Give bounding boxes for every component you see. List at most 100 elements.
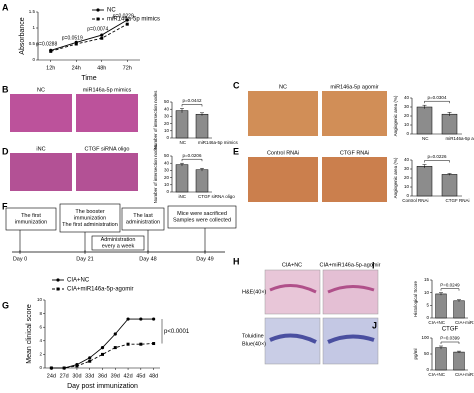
point bbox=[125, 18, 129, 22]
y-tick-label: 0 bbox=[166, 135, 169, 140]
image-label: miR146a-5p mimics bbox=[83, 87, 132, 93]
panel-label: G bbox=[2, 300, 9, 310]
timeline-text: administration bbox=[126, 220, 160, 226]
image bbox=[76, 94, 138, 132]
x-tick-label: 12h bbox=[46, 65, 55, 71]
x-tick-label: NC bbox=[180, 140, 187, 145]
series-line bbox=[50, 19, 128, 51]
timeline-text: The last bbox=[133, 213, 153, 219]
point bbox=[139, 317, 143, 321]
x-tick-label: 48h bbox=[97, 65, 106, 71]
error-bar bbox=[439, 292, 443, 296]
p-value: p=0.0074 bbox=[87, 26, 108, 32]
image bbox=[248, 91, 318, 136]
image bbox=[10, 94, 72, 132]
image-label: CTGF RNAi bbox=[340, 150, 369, 156]
y-tick-label: 20 bbox=[164, 121, 170, 126]
p-value: p<0.0001 bbox=[164, 329, 190, 335]
x-tick-label: 45d bbox=[136, 373, 145, 379]
y-tick-label: 30 bbox=[404, 104, 410, 109]
timeline-text: The first bbox=[21, 213, 41, 219]
point bbox=[49, 49, 53, 53]
legend-label: NC bbox=[107, 8, 116, 14]
timeline-text: Administration bbox=[101, 237, 136, 243]
chart-title: CTGF bbox=[442, 327, 459, 333]
timeline-day: Day 48 bbox=[139, 256, 156, 262]
p-value: P=0.0249 bbox=[440, 282, 460, 287]
error-bar bbox=[447, 112, 452, 116]
y-tick-label: 40 bbox=[404, 95, 410, 100]
error-bar bbox=[422, 164, 427, 169]
y-tick-label: 10 bbox=[164, 128, 170, 133]
point bbox=[100, 346, 105, 350]
p-bracket bbox=[424, 100, 450, 104]
bar bbox=[195, 169, 209, 193]
error-bar bbox=[457, 350, 461, 354]
panel-label: J bbox=[372, 320, 377, 330]
panel-label: A bbox=[2, 2, 9, 12]
y-tick-label: 2 bbox=[39, 352, 42, 357]
y-tick-label: 50 bbox=[164, 99, 170, 104]
error-bar bbox=[200, 167, 204, 172]
y-tick-label: 1 bbox=[32, 25, 35, 30]
error-bar bbox=[439, 345, 443, 350]
he-image-nc bbox=[264, 269, 321, 315]
p-value: p=0.0226 bbox=[428, 154, 447, 159]
timeline-text: Mice were sacrificed bbox=[177, 211, 227, 217]
y-tick-label: 20 bbox=[404, 175, 410, 180]
panel-label: C bbox=[233, 80, 240, 90]
timeline-box bbox=[91, 235, 145, 251]
p-bracket bbox=[440, 341, 460, 344]
x-tick-label: 39d bbox=[111, 373, 120, 379]
x-tick-label: 24d bbox=[47, 373, 56, 379]
row-label: Blue(40×) bbox=[242, 341, 266, 347]
image bbox=[10, 153, 72, 191]
point bbox=[125, 22, 129, 26]
y-tick-label: 30 bbox=[164, 168, 170, 173]
p-value: p=0.0229 bbox=[113, 13, 134, 19]
image bbox=[322, 157, 387, 202]
y-axis-label: Angiogenic area (%) bbox=[393, 157, 398, 198]
x-tick-label: 27d bbox=[60, 373, 69, 379]
bar bbox=[441, 113, 458, 135]
error-bar bbox=[200, 112, 204, 116]
x-tick-label: CIA+NC bbox=[428, 372, 445, 377]
tb-texture bbox=[269, 333, 317, 344]
image bbox=[322, 91, 387, 136]
x-tick-label: 48d bbox=[149, 373, 158, 379]
y-tick-label: 6 bbox=[39, 324, 42, 329]
panel-label: F bbox=[2, 201, 8, 211]
timeline-day: Day 0 bbox=[13, 256, 27, 262]
point bbox=[101, 352, 104, 356]
x-tick-label: 24h bbox=[72, 65, 81, 71]
image-label: CTGF siRNA oligo bbox=[85, 146, 130, 152]
panel-label: H bbox=[233, 256, 240, 266]
image-label: iNC bbox=[36, 146, 45, 152]
x-tick-label: CTGF siRNA oligo bbox=[198, 194, 235, 199]
bar bbox=[441, 174, 458, 197]
row-label: Toluidine bbox=[242, 333, 264, 339]
legend-marker bbox=[56, 287, 60, 291]
point bbox=[152, 317, 156, 321]
y-axis-label: Histological Score bbox=[413, 280, 418, 317]
x-axis-label: Day post immunization bbox=[67, 383, 138, 390]
y-axis-label: Absorbance bbox=[19, 17, 26, 54]
y-axis-label: Number of intersection nodes bbox=[153, 144, 158, 204]
y-axis-label: Number of intersection nodes bbox=[153, 90, 158, 150]
point bbox=[100, 33, 104, 37]
error-bar bbox=[447, 173, 452, 176]
y-tick-label: 30 bbox=[404, 166, 410, 171]
y-tick-label: 0.5 bbox=[29, 41, 36, 46]
panel-label: I bbox=[372, 260, 375, 270]
p-value: p=0.0442 bbox=[183, 98, 202, 103]
y-tick-label: 10 bbox=[404, 122, 410, 127]
y-tick-label: 0 bbox=[32, 57, 35, 62]
timeline-text: immunization bbox=[15, 220, 47, 226]
y-tick-label: 0 bbox=[166, 189, 169, 194]
series-line bbox=[51, 318, 154, 369]
p-value: P=0.0399 bbox=[440, 336, 460, 341]
column-label: CIA+NC bbox=[282, 262, 302, 268]
panel-label: B bbox=[2, 84, 9, 94]
